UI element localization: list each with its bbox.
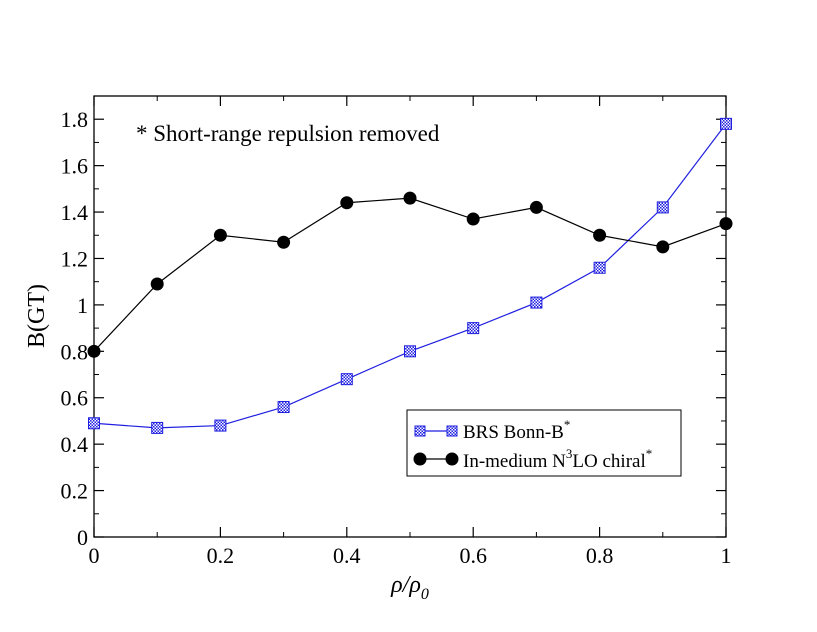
axis-ticks: 0 0.2 0.4 0.6 0.8 1 0 0.2 0.4 0.6 0.8 1 1.2 1.4 1.6 1.8 <box>61 95 732 568</box>
data-point-bonn <box>277 401 290 414</box>
y-tick-label: 0 <box>77 525 88 550</box>
x-tick-label: 0.2 <box>207 543 235 568</box>
data-point-chiral <box>656 240 670 254</box>
x-axis-label-subscript: 0 <box>421 586 429 603</box>
data-point-bonn <box>530 296 543 309</box>
data-point-bonn <box>720 117 732 130</box>
y-axis-label: B(GT) <box>24 284 50 348</box>
data-point-chiral <box>87 344 101 358</box>
y-tick-label: 1.8 <box>61 107 89 132</box>
legend-label-bonn-main: BRS Bonn-B <box>463 422 564 443</box>
data-point-chiral <box>277 235 291 249</box>
x-tick-label: 1 <box>721 543 732 568</box>
data-point-chiral <box>719 217 733 231</box>
legend-marker-bonn <box>414 425 426 437</box>
legend: BRS Bonn-B* In-medium N3LO chiral* <box>406 409 682 477</box>
series-line-0 <box>93 123 727 429</box>
legend-marker-chiral <box>413 452 427 466</box>
data-point-bonn <box>88 417 100 430</box>
data-point-chiral <box>466 212 480 226</box>
x-axis-label: ρ/ρ0 <box>390 572 429 603</box>
x-tick-label: 0.4 <box>333 543 361 568</box>
data-point-bonn <box>656 201 669 214</box>
data-point-bonn <box>404 345 416 358</box>
y-tick-label: 0.4 <box>61 432 89 457</box>
x-tick-label: 0.8 <box>586 543 614 568</box>
series-line-1 <box>93 197 727 352</box>
legend-label-chiral-sup1: 3 <box>566 446 573 461</box>
legend-marker-chiral-end <box>445 452 459 466</box>
y-tick-label: 0.8 <box>61 339 89 364</box>
y-tick-label: 0.6 <box>61 386 89 411</box>
data-point-bonn <box>593 261 606 274</box>
legend-label-chiral-sup2: * <box>646 446 653 461</box>
data-point-chiral <box>403 191 417 205</box>
legend-label-bonn: BRS Bonn-B* <box>463 417 570 443</box>
data-point-chiral <box>150 277 164 291</box>
x-tick-label: 0.6 <box>459 543 487 568</box>
y-tick-label: 1.6 <box>61 154 89 179</box>
annotation-text: * Short-range repulsion removed <box>136 121 440 146</box>
y-tick-label: 1.4 <box>61 200 89 225</box>
data-point-chiral <box>213 228 227 242</box>
data-point-chiral <box>340 196 354 210</box>
data-point-chiral <box>593 228 607 242</box>
x-axis-label-main: ρ/ρ <box>390 572 421 598</box>
data-point-chiral <box>529 200 543 214</box>
legend-label-chiral-mid: LO chiral <box>572 451 645 472</box>
data-point-bonn <box>340 373 353 386</box>
y-tick-label: 1.2 <box>61 246 89 271</box>
legend-marker-bonn-end <box>446 425 458 437</box>
legend-label-chiral-pre: In-medium N <box>463 451 566 472</box>
data-point-bonn <box>214 419 227 432</box>
data-point-bonn <box>467 322 480 335</box>
series-layer <box>87 117 733 434</box>
x-tick-label: 0 <box>89 543 100 568</box>
legend-label-chiral: In-medium N3LO chiral* <box>463 446 652 472</box>
y-tick-label: 0.2 <box>61 479 89 504</box>
data-point-bonn <box>151 421 164 434</box>
legend-label-bonn-star: * <box>564 417 571 432</box>
y-tick-label: 1 <box>77 293 88 318</box>
